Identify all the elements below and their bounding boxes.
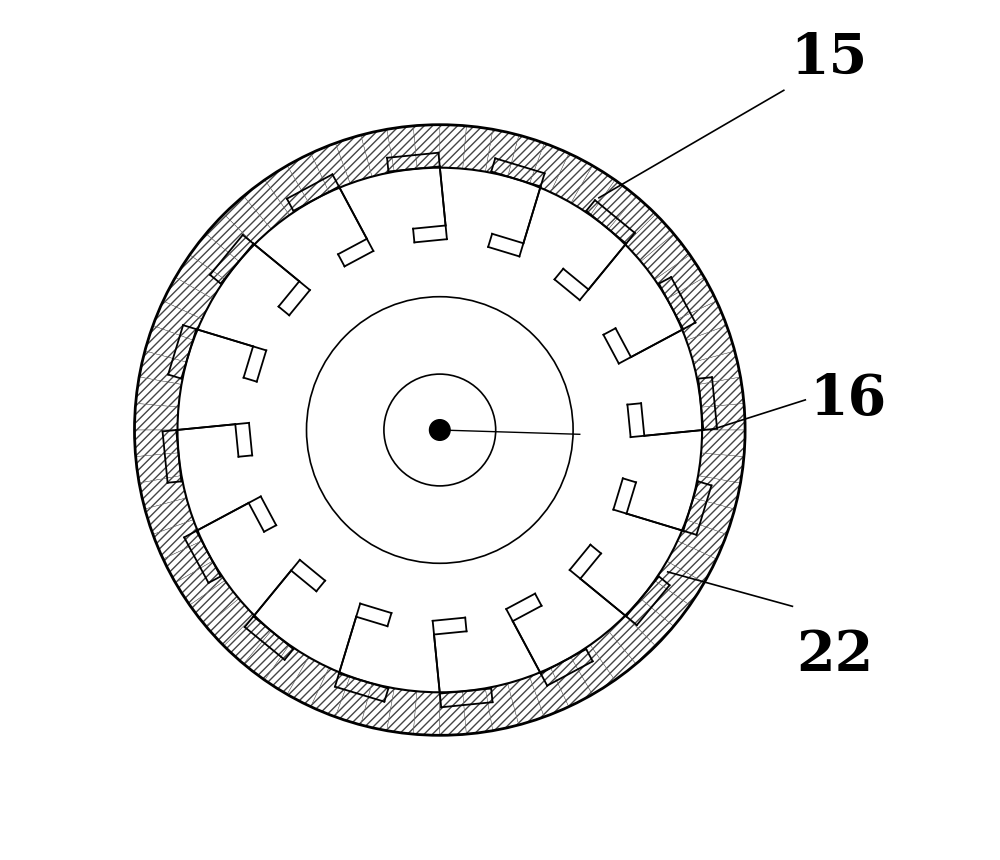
Wedge shape: [698, 377, 744, 407]
Wedge shape: [655, 255, 704, 299]
Wedge shape: [139, 351, 186, 384]
Wedge shape: [693, 476, 740, 509]
Wedge shape: [361, 684, 394, 731]
Wedge shape: [206, 599, 254, 646]
Circle shape: [429, 420, 450, 440]
Wedge shape: [145, 326, 193, 362]
Wedge shape: [655, 562, 704, 605]
Wedge shape: [265, 645, 309, 694]
Wedge shape: [667, 541, 716, 583]
Wedge shape: [136, 453, 181, 483]
Wedge shape: [625, 214, 674, 261]
Wedge shape: [134, 430, 178, 457]
Wedge shape: [667, 277, 716, 319]
Wedge shape: [463, 126, 493, 172]
Circle shape: [178, 168, 702, 692]
Wedge shape: [224, 196, 271, 244]
Wedge shape: [139, 476, 186, 509]
Wedge shape: [440, 125, 466, 169]
Wedge shape: [551, 153, 592, 203]
Wedge shape: [590, 180, 636, 229]
Wedge shape: [508, 677, 544, 725]
Circle shape: [134, 125, 745, 735]
Wedge shape: [625, 599, 674, 646]
Wedge shape: [311, 143, 350, 193]
Wedge shape: [244, 180, 289, 229]
Wedge shape: [641, 580, 690, 626]
Wedge shape: [134, 403, 178, 430]
Wedge shape: [530, 667, 569, 717]
Wedge shape: [698, 453, 744, 483]
Wedge shape: [413, 691, 440, 735]
Wedge shape: [530, 143, 569, 193]
Wedge shape: [571, 645, 615, 694]
Wedge shape: [485, 129, 519, 176]
Wedge shape: [190, 234, 239, 280]
Wedge shape: [678, 301, 727, 341]
Wedge shape: [361, 129, 394, 176]
Wedge shape: [265, 166, 309, 215]
Wedge shape: [163, 541, 213, 583]
Wedge shape: [224, 616, 271, 664]
Wedge shape: [175, 562, 225, 605]
Wedge shape: [608, 196, 656, 244]
Wedge shape: [335, 677, 372, 725]
Wedge shape: [463, 688, 493, 734]
Wedge shape: [485, 684, 519, 731]
Wedge shape: [287, 657, 329, 707]
Wedge shape: [701, 430, 745, 457]
Wedge shape: [287, 153, 329, 203]
Wedge shape: [387, 126, 417, 172]
Wedge shape: [440, 691, 466, 735]
Wedge shape: [153, 301, 202, 341]
Wedge shape: [335, 135, 372, 183]
Wedge shape: [701, 403, 745, 430]
Wedge shape: [206, 214, 254, 261]
Wedge shape: [686, 326, 735, 362]
Wedge shape: [413, 125, 440, 169]
Text: 22: 22: [797, 628, 874, 683]
Wedge shape: [145, 498, 193, 534]
Wedge shape: [693, 351, 740, 384]
Wedge shape: [163, 277, 213, 319]
Text: 15: 15: [791, 31, 868, 86]
Wedge shape: [136, 377, 181, 407]
Text: 16: 16: [810, 372, 887, 427]
Wedge shape: [153, 519, 202, 559]
Wedge shape: [551, 657, 592, 707]
Wedge shape: [508, 135, 544, 183]
Wedge shape: [641, 234, 690, 280]
Wedge shape: [571, 166, 615, 215]
Wedge shape: [190, 580, 239, 626]
Wedge shape: [608, 616, 656, 664]
Wedge shape: [590, 631, 636, 680]
Wedge shape: [387, 688, 417, 734]
Wedge shape: [686, 498, 735, 534]
Wedge shape: [244, 631, 289, 680]
Wedge shape: [678, 519, 727, 559]
Wedge shape: [175, 255, 225, 299]
Wedge shape: [311, 667, 350, 717]
